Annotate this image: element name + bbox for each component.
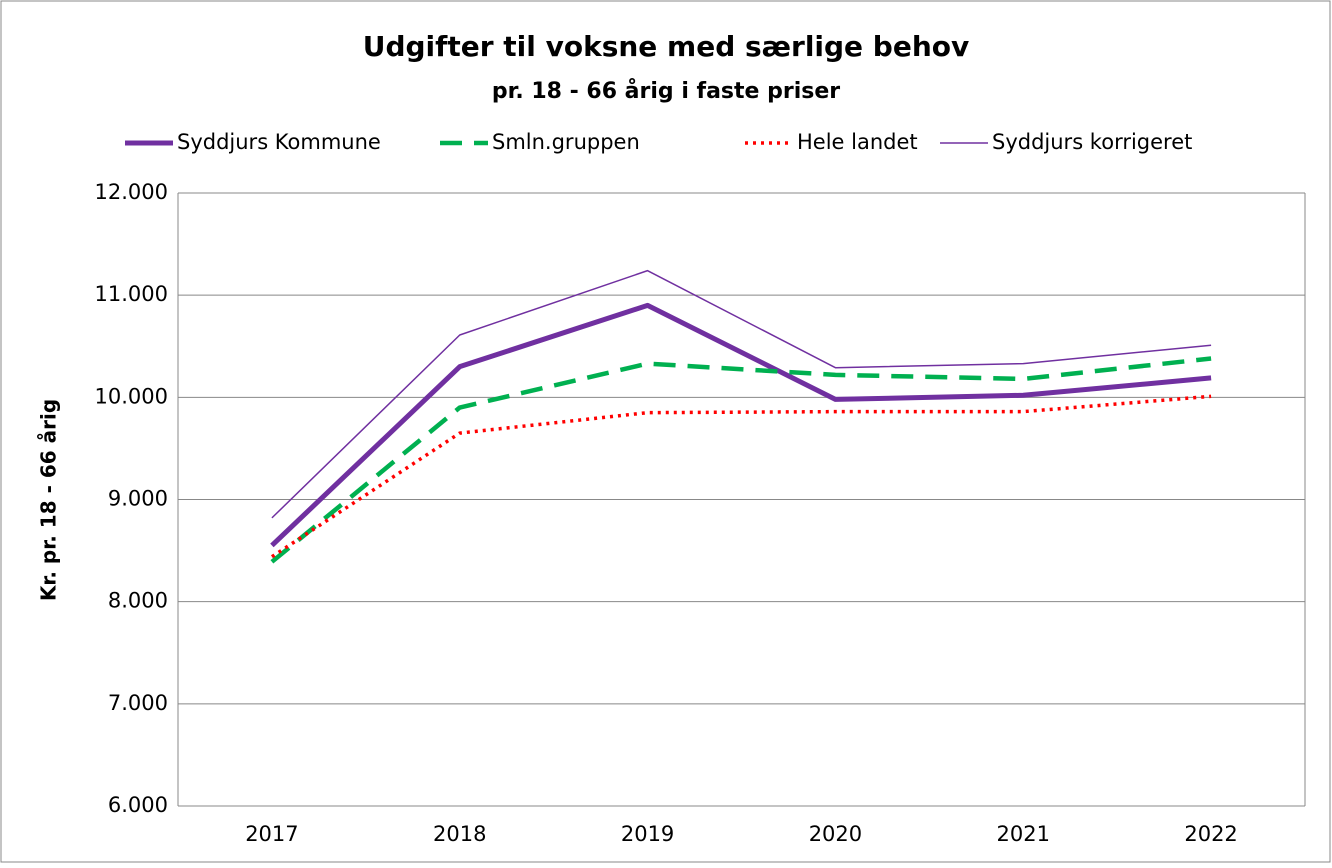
y-tick-label: 6.000 bbox=[108, 793, 168, 817]
series-line bbox=[271, 269, 1212, 519]
legend-label: Smln.gruppen bbox=[492, 130, 640, 154]
y-axis-label: Kr. pr. 18 - 66 årig bbox=[37, 399, 61, 601]
y-tick-label: 9.000 bbox=[108, 487, 168, 511]
y-tick-label: 11.000 bbox=[95, 282, 168, 306]
legend-label: Syddjurs korrigeret bbox=[992, 130, 1192, 154]
x-tick-label: 2019 bbox=[621, 822, 674, 846]
x-tick-label: 2020 bbox=[809, 822, 862, 846]
legend-label: Hele landet bbox=[797, 130, 918, 154]
x-tick-label: 2018 bbox=[433, 822, 486, 846]
x-tick-label: 2022 bbox=[1184, 822, 1237, 846]
chart-subtitle: pr. 18 - 66 årig i faste priser bbox=[492, 78, 840, 104]
series-line bbox=[270, 302, 1212, 548]
y-tick-label: 12.000 bbox=[95, 180, 168, 204]
x-tick-label: 2017 bbox=[245, 822, 298, 846]
x-tick-label: 2021 bbox=[997, 822, 1050, 846]
y-tick-label: 8.000 bbox=[108, 589, 168, 613]
series-line bbox=[270, 356, 1212, 564]
y-tick-label: 10.000 bbox=[95, 384, 168, 408]
y-tick-label: 7.000 bbox=[108, 691, 168, 715]
legend-label: Syddjurs Kommune bbox=[177, 130, 381, 154]
chart-title: Udgifter til voksne med særlige behov bbox=[363, 30, 970, 63]
